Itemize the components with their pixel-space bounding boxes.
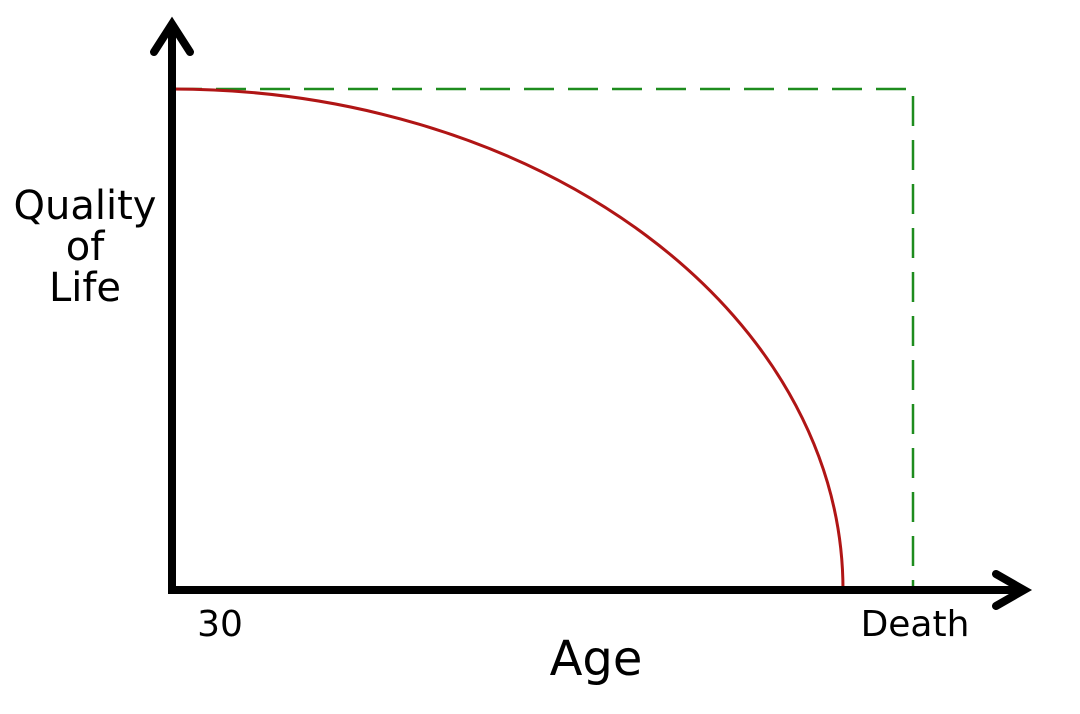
- x-axis-label: Age: [550, 631, 643, 687]
- x-axis-arrow: [992, 570, 1033, 610]
- y-label-line: Life: [49, 265, 121, 311]
- x-start-label: 30: [197, 604, 243, 645]
- y-label-line: of: [66, 224, 105, 270]
- x-end-label: Death: [861, 604, 970, 645]
- ideal-reference: [172, 87, 915, 590]
- y-axis-arrow: [150, 16, 194, 56]
- y-label-line: Quality: [14, 183, 157, 229]
- decline-curve: [171, 87, 845, 591]
